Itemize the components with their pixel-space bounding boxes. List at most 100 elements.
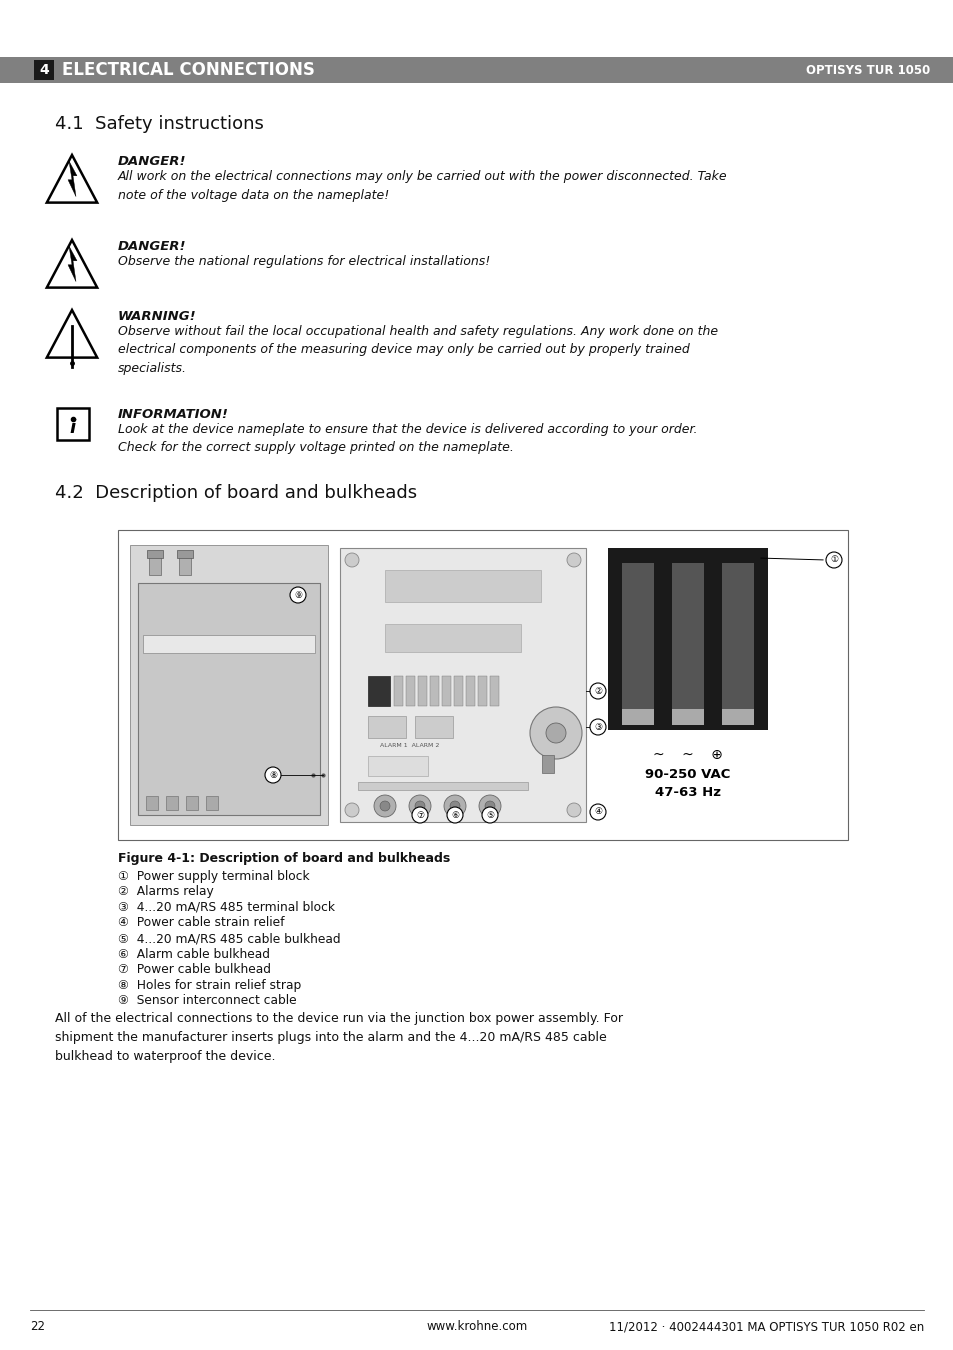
Circle shape [379, 801, 390, 811]
FancyBboxPatch shape [490, 676, 498, 706]
Text: ALARM 1  ALARM 2: ALARM 1 ALARM 2 [380, 743, 439, 748]
Text: ④: ④ [594, 807, 601, 817]
FancyBboxPatch shape [339, 548, 585, 822]
Polygon shape [47, 240, 97, 288]
Text: ①: ① [829, 555, 837, 564]
FancyBboxPatch shape [394, 676, 402, 706]
FancyBboxPatch shape [721, 709, 753, 725]
Text: Look at the device nameplate to ensure that the device is delivered according to: Look at the device nameplate to ensure t… [118, 423, 697, 455]
FancyBboxPatch shape [0, 57, 953, 82]
Text: ⑧  Holes for strain relief strap: ⑧ Holes for strain relief strap [118, 979, 301, 991]
Polygon shape [47, 155, 97, 202]
Text: WARNING!: WARNING! [118, 310, 196, 323]
Text: ④  Power cable strain relief: ④ Power cable strain relief [118, 917, 284, 930]
Text: All work on the electrical connections may only be carried out with the power di: All work on the electrical connections m… [118, 170, 727, 201]
Text: OPTISYS TUR 1050: OPTISYS TUR 1050 [805, 63, 929, 77]
FancyBboxPatch shape [430, 676, 438, 706]
Polygon shape [47, 310, 97, 358]
Text: i: i [70, 418, 76, 437]
FancyBboxPatch shape [368, 716, 406, 738]
Circle shape [566, 554, 580, 567]
Text: ⑤  4...20 mA/RS 485 cable bulkhead: ⑤ 4...20 mA/RS 485 cable bulkhead [118, 931, 340, 945]
FancyBboxPatch shape [146, 796, 158, 810]
FancyBboxPatch shape [138, 583, 319, 815]
Text: ~    ~    ⊕: ~ ~ ⊕ [653, 748, 722, 761]
Text: ⑥  Alarm cable bulkhead: ⑥ Alarm cable bulkhead [118, 948, 270, 960]
Text: ⑦: ⑦ [416, 810, 424, 819]
FancyBboxPatch shape [671, 563, 703, 710]
Circle shape [589, 805, 605, 819]
FancyBboxPatch shape [166, 796, 178, 810]
Circle shape [409, 795, 431, 817]
Circle shape [412, 807, 428, 824]
Text: 90-250 VAC: 90-250 VAC [644, 768, 730, 782]
FancyBboxPatch shape [118, 531, 847, 840]
FancyBboxPatch shape [130, 545, 328, 825]
FancyBboxPatch shape [385, 570, 540, 602]
Text: ⑧: ⑧ [269, 771, 276, 779]
Circle shape [443, 795, 465, 817]
FancyBboxPatch shape [454, 676, 462, 706]
Circle shape [530, 707, 581, 759]
Circle shape [589, 683, 605, 699]
Circle shape [825, 552, 841, 568]
Circle shape [589, 720, 605, 734]
FancyBboxPatch shape [186, 796, 198, 810]
Text: ⑦  Power cable bulkhead: ⑦ Power cable bulkhead [118, 963, 271, 976]
FancyBboxPatch shape [721, 563, 753, 710]
Text: 4.1  Safety instructions: 4.1 Safety instructions [55, 115, 264, 134]
FancyBboxPatch shape [465, 676, 475, 706]
Circle shape [478, 795, 500, 817]
FancyBboxPatch shape [621, 563, 654, 710]
Text: ⑨  Sensor interconnect cable: ⑨ Sensor interconnect cable [118, 994, 296, 1007]
Text: DANGER!: DANGER! [118, 240, 186, 252]
FancyBboxPatch shape [143, 634, 314, 653]
Circle shape [415, 801, 424, 811]
FancyBboxPatch shape [357, 782, 527, 790]
Text: All of the electrical connections to the device run via the junction box power a: All of the electrical connections to the… [55, 1012, 622, 1062]
Text: ②: ② [594, 687, 601, 695]
Circle shape [484, 801, 495, 811]
Text: 11/2012 · 4002444301 MA OPTISYS TUR 1050 R02 en: 11/2012 · 4002444301 MA OPTISYS TUR 1050… [608, 1320, 923, 1332]
Text: ⑨: ⑨ [294, 590, 302, 599]
Text: ①  Power supply terminal block: ① Power supply terminal block [118, 869, 310, 883]
Text: ③: ③ [594, 722, 601, 732]
Text: ③  4...20 mA/RS 485 terminal block: ③ 4...20 mA/RS 485 terminal block [118, 900, 335, 914]
Text: ⑤: ⑤ [485, 810, 494, 819]
Text: 4: 4 [39, 63, 49, 77]
Circle shape [374, 795, 395, 817]
Text: INFORMATION!: INFORMATION! [118, 408, 229, 421]
Circle shape [447, 807, 462, 824]
FancyBboxPatch shape [288, 585, 313, 605]
Text: DANGER!: DANGER! [118, 155, 186, 167]
Circle shape [566, 803, 580, 817]
FancyBboxPatch shape [415, 716, 453, 738]
FancyBboxPatch shape [441, 676, 451, 706]
FancyBboxPatch shape [57, 408, 89, 440]
FancyBboxPatch shape [621, 709, 654, 725]
FancyBboxPatch shape [385, 624, 520, 652]
FancyBboxPatch shape [147, 549, 163, 558]
FancyBboxPatch shape [177, 549, 193, 558]
Polygon shape [68, 161, 77, 197]
Circle shape [265, 767, 281, 783]
Circle shape [450, 801, 459, 811]
Text: ②  Alarms relay: ② Alarms relay [118, 886, 213, 899]
Circle shape [290, 587, 306, 603]
FancyBboxPatch shape [417, 676, 427, 706]
FancyBboxPatch shape [149, 554, 161, 575]
Polygon shape [68, 246, 77, 282]
Text: www.krohne.com: www.krohne.com [426, 1320, 527, 1332]
Circle shape [481, 807, 497, 824]
Text: 22: 22 [30, 1320, 45, 1332]
Text: ELECTRICAL CONNECTIONS: ELECTRICAL CONNECTIONS [62, 61, 314, 80]
FancyBboxPatch shape [406, 676, 415, 706]
Circle shape [345, 554, 358, 567]
Circle shape [345, 803, 358, 817]
Text: 4.2  Description of board and bulkheads: 4.2 Description of board and bulkheads [55, 485, 416, 502]
FancyBboxPatch shape [541, 755, 554, 774]
Text: Observe the national regulations for electrical installations!: Observe the national regulations for ele… [118, 255, 490, 269]
FancyBboxPatch shape [607, 548, 767, 730]
Text: Observe without fail the local occupational health and safety regulations. Any w: Observe without fail the local occupatio… [118, 325, 718, 375]
Text: ⑥: ⑥ [451, 810, 458, 819]
